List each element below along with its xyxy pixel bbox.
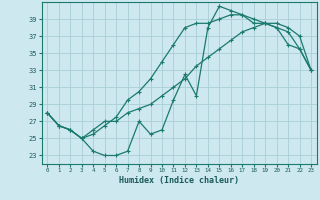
X-axis label: Humidex (Indice chaleur): Humidex (Indice chaleur) <box>119 176 239 185</box>
